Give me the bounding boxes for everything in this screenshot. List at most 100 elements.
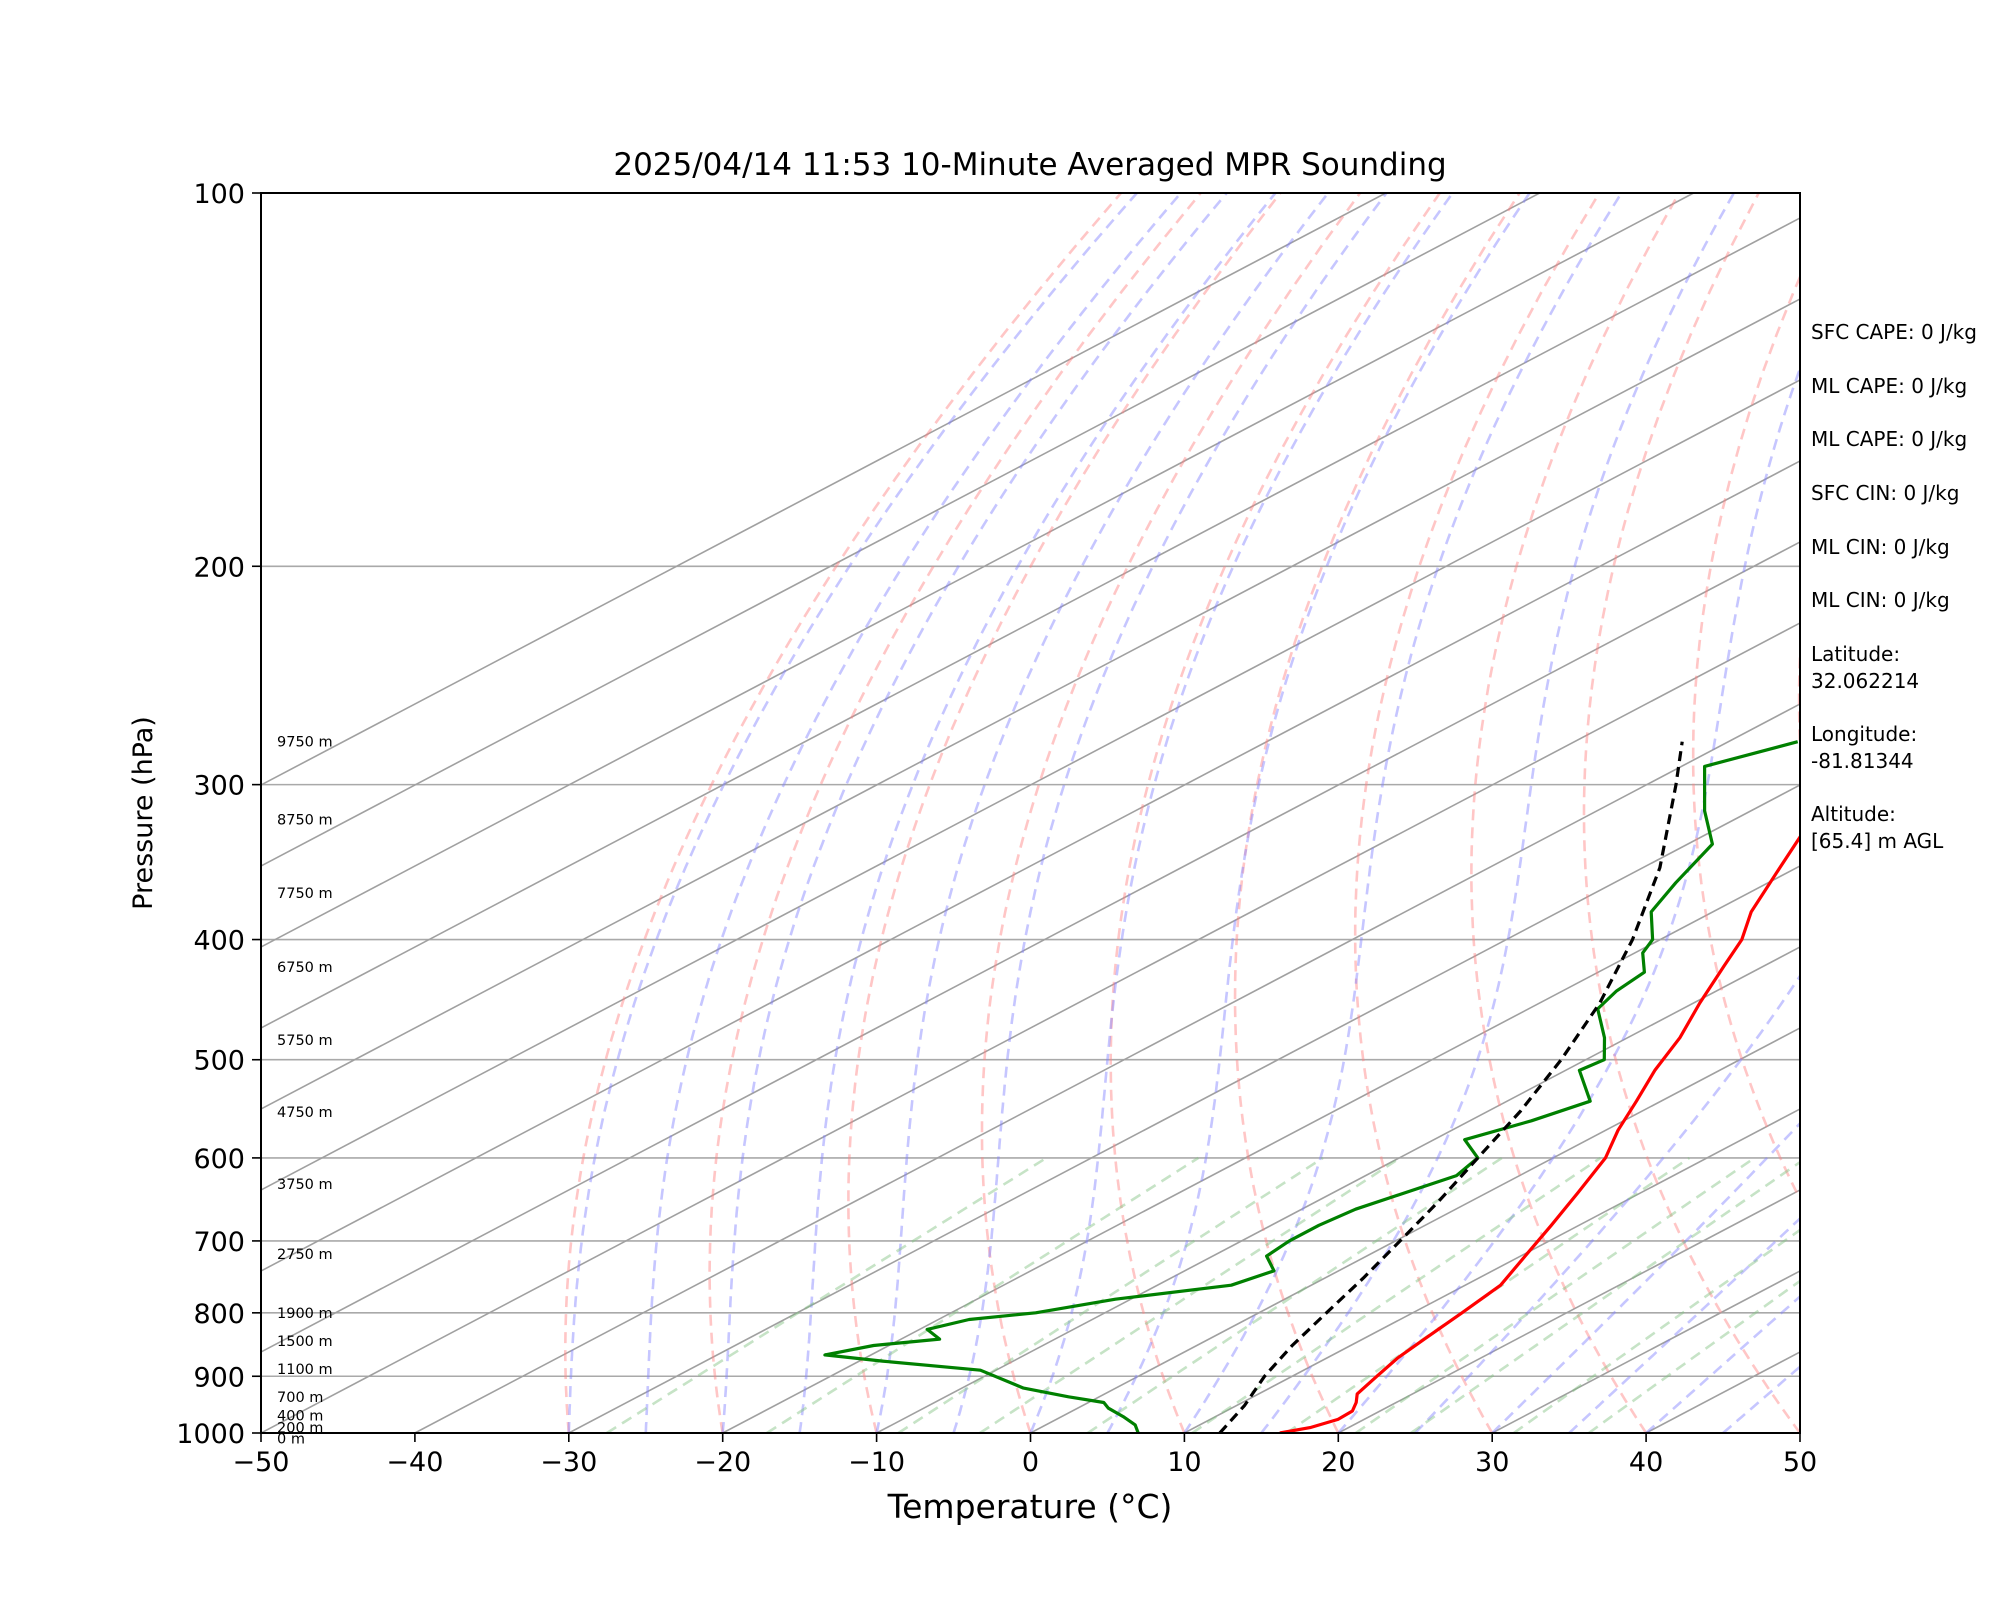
moist-adiabat-line — [875, 193, 1330, 1433]
moist-adiabat-line — [952, 193, 1388, 1433]
info-sfc-cape: SFC CAPE: 0 J/kg — [1811, 320, 1977, 344]
height-label: 8750 m — [277, 812, 333, 828]
isotherm-line — [1184, 1108, 1800, 1433]
isotherm-line — [261, 541, 1800, 1353]
isotherm-line — [568, 784, 1800, 1433]
dry-adiabat-line — [980, 193, 1362, 1433]
y-tick-label: 500 — [193, 1046, 245, 1077]
isotherm-line — [1337, 1189, 1800, 1433]
info-sfc-cin: SFC CIN: 0 J/kg — [1811, 481, 1960, 505]
dry-adiabat-line — [847, 193, 1282, 1433]
height-label: 400 m — [277, 1408, 323, 1424]
x-tick-label: −20 — [694, 1447, 751, 1478]
x-tick-label: −30 — [540, 1447, 597, 1478]
info-ml-cin-1: ML CIN: 0 J/kg — [1811, 535, 1950, 559]
height-label: 2750 m — [277, 1247, 333, 1263]
info-ml-cape-2: ML CAPE: 0 J/kg — [1811, 427, 1968, 451]
y-tick-label: 600 — [193, 1144, 245, 1175]
y-tick-label: 700 — [193, 1227, 245, 1258]
height-label: 5750 m — [277, 1033, 333, 1049]
x-tick-label: −10 — [848, 1447, 905, 1478]
moist-adiabat-line — [721, 193, 1228, 1433]
mixing-ratio-line — [1355, 1156, 1756, 1433]
info-ml-cape-1: ML CAPE: 0 J/kg — [1811, 374, 1968, 398]
height-labels: 9750 m 8750 m 7750 m 6750 m 5750 m 4750 m 3750… — [277, 735, 333, 1448]
isotherm-line — [261, 193, 1387, 786]
background-lines — [261, 193, 1800, 1433]
mixing-ratio-line — [1588, 1279, 1800, 1433]
info-ml-cin-2: ML CIN: 0 J/kg — [1811, 588, 1950, 612]
mixing-ratio-line — [897, 1156, 1324, 1433]
dry-adiabat-line — [1353, 193, 1601, 1433]
sounding-lines — [823, 740, 1800, 1433]
mixing-ratio-line — [1087, 1156, 1503, 1433]
mixing-ratio-line — [979, 1156, 1401, 1433]
parcel-line — [1218, 741, 1684, 1433]
chart-title: 2025/04/14 11:53 10-Minute Averaged MPR … — [613, 147, 1446, 183]
moist-adiabat-line — [1337, 364, 1800, 1433]
isotherm-line — [261, 217, 1800, 1029]
y-tick-label: 800 — [193, 1299, 245, 1330]
isotherm-line — [261, 379, 1800, 1191]
moist-adiabat-line — [1260, 193, 1736, 1433]
mixing-ratio-line — [1513, 1228, 1800, 1433]
mixing-ratio-line — [1410, 1160, 1800, 1433]
y-axis-label: Pressure (hPa) — [128, 716, 159, 910]
dry-adiabat-line — [1109, 193, 1441, 1433]
moist-adiabat-line — [798, 193, 1277, 1433]
temperature-line — [1279, 834, 1800, 1433]
x-tick-label: 10 — [1167, 1447, 1201, 1478]
dry-adiabat-line — [1470, 193, 1681, 1433]
isotherm-line — [261, 298, 1800, 1110]
height-label: 9750 m — [277, 735, 333, 751]
dry-adiabat-line — [564, 193, 1122, 1433]
y-tick-label: 300 — [193, 771, 245, 802]
isotherm-line — [261, 622, 1800, 1433]
x-axis-ticks: −50 −40 −30 −20 −10 0 10 20 30 40 50 — [233, 1433, 1817, 1478]
y-tick-label: 400 — [193, 926, 245, 957]
height-label: 1500 m — [277, 1334, 333, 1350]
info-longitude-label: Longitude: — [1811, 722, 1918, 746]
dry-adiabat-line — [1233, 193, 1521, 1433]
x-tick-label: 30 — [1475, 1447, 1509, 1478]
y-tick-label: 100 — [193, 179, 245, 210]
moist-adiabat-line — [1106, 193, 1531, 1433]
info-longitude-value: -81.81344 — [1811, 749, 1914, 773]
dewpoint-line — [823, 740, 1799, 1433]
isotherm-line — [1030, 1027, 1800, 1433]
isotherm-line — [261, 460, 1800, 1272]
x-tick-label: 50 — [1783, 1447, 1817, 1478]
moist-adiabat-line — [1029, 193, 1454, 1433]
moist-adiabat-line — [644, 193, 1182, 1433]
height-label: 1900 m — [277, 1306, 333, 1322]
isotherm-line — [722, 865, 1800, 1433]
y-tick-label: 200 — [193, 552, 245, 583]
moist-adiabat-line — [1645, 1294, 1800, 1433]
moist-adiabat-line — [1568, 1216, 1800, 1433]
y-axis-ticks: 100 200 300 400 500 600 700 800 900 1000 — [176, 179, 261, 1450]
dry-adiabat-line — [1691, 273, 1800, 1203]
height-label: 1100 m — [277, 1362, 333, 1378]
isotherm-line — [414, 703, 1800, 1433]
height-label: 4750 m — [277, 1105, 333, 1121]
info-latitude-value: 32.062214 — [1811, 669, 1920, 693]
x-tick-label: 0 — [1022, 1447, 1039, 1478]
mixing-ratio-line — [606, 1156, 1048, 1433]
info-latitude-label: Latitude: — [1811, 642, 1901, 666]
mixing-ratio-line — [766, 1156, 1200, 1433]
x-tick-label: 40 — [1629, 1447, 1663, 1478]
x-axis-label: Temperature (°C) — [887, 1487, 1173, 1526]
x-tick-label: −40 — [386, 1447, 443, 1478]
x-tick-label: 20 — [1321, 1447, 1355, 1478]
height-label: 700 m — [277, 1390, 323, 1406]
height-label: 6750 m — [277, 960, 333, 976]
isotherm-line — [261, 193, 1541, 867]
x-tick-label: −50 — [233, 1447, 290, 1478]
mixing-ratio-line — [1285, 1156, 1691, 1433]
moist-adiabat-line — [567, 193, 1138, 1433]
info-altitude-label: Altitude: — [1811, 802, 1896, 826]
isotherm-line — [261, 193, 1694, 948]
y-tick-label: 900 — [193, 1362, 245, 1393]
dry-adiabat-line — [708, 193, 1202, 1433]
